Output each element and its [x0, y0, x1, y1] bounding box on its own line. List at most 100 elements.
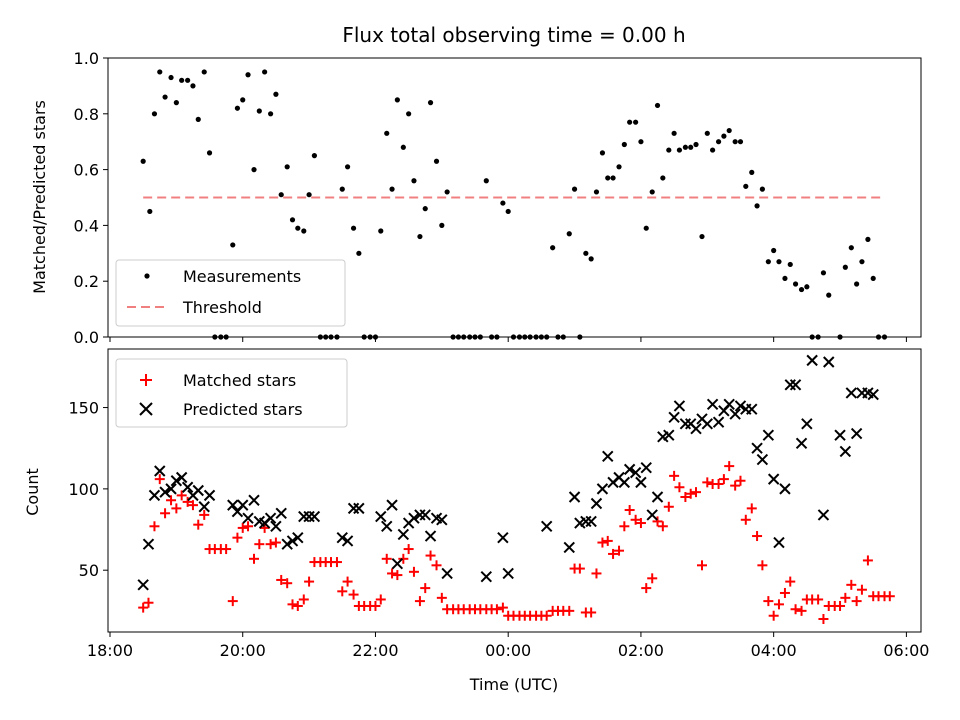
matched-point — [851, 596, 862, 607]
top-measurement-points — [140, 69, 888, 340]
measurement-point — [566, 231, 572, 237]
matched-point — [768, 610, 779, 621]
matched-point — [669, 470, 680, 481]
matched-point — [835, 600, 846, 611]
predicted-point — [408, 512, 420, 524]
predicted-point — [242, 512, 254, 524]
predicted-point — [480, 570, 493, 583]
measurement-point — [406, 111, 412, 117]
predicted-point — [850, 427, 863, 440]
matched-point — [724, 461, 735, 472]
measurement-point — [654, 102, 661, 109]
matched-point — [149, 521, 160, 532]
predicted-point — [668, 411, 680, 424]
matched-point — [674, 482, 685, 493]
measurement-point — [256, 108, 262, 114]
measurement-point — [704, 130, 710, 136]
matched-point — [259, 522, 270, 533]
y-tick-label: 150 — [68, 399, 99, 418]
matched-point — [337, 586, 348, 597]
predicted-point — [646, 509, 658, 521]
measurement-point — [682, 144, 688, 150]
measurement-point — [190, 83, 196, 89]
predicted-point — [298, 510, 310, 523]
predicted-point — [181, 481, 194, 493]
matched-point — [221, 544, 232, 555]
top-y-axis: 0.0 0.2 0.4 0.6 0.8 1.0 — [74, 49, 108, 347]
measurement-point — [776, 259, 782, 265]
predicted-point — [823, 356, 835, 368]
matched-point — [237, 522, 248, 533]
measurement-point — [633, 119, 639, 125]
measurement-point — [859, 259, 865, 265]
matched-stars-points — [138, 461, 895, 624]
measurement-point — [771, 247, 777, 254]
predicted-point — [563, 541, 575, 554]
predicted-point — [391, 557, 404, 570]
measurement-point — [311, 153, 318, 159]
measurement-point — [262, 69, 268, 75]
matched-point — [265, 539, 276, 550]
measurement-point — [350, 225, 357, 231]
legend-measurements-label: Measurements — [183, 267, 301, 286]
predicted-point — [773, 536, 785, 549]
y-tick-label: 0.0 — [74, 328, 99, 347]
measurement-point — [848, 245, 854, 251]
matched-point — [663, 501, 674, 512]
measurement-point — [583, 250, 589, 256]
measurement-point — [195, 116, 201, 122]
matched-point — [436, 592, 447, 603]
measurement-point — [444, 189, 450, 195]
matched-point — [790, 604, 801, 615]
matched-point — [287, 599, 298, 610]
measurement-point — [394, 97, 400, 103]
predicted-point — [679, 418, 692, 430]
measurement-point — [201, 69, 207, 75]
measurement-point — [660, 175, 666, 181]
measurement-point — [842, 264, 848, 270]
measurement-point — [422, 206, 428, 212]
measurement-point — [550, 245, 556, 251]
y-tick-label: 50 — [79, 561, 99, 580]
matched-point — [304, 576, 315, 587]
predicted-point — [336, 531, 348, 544]
top-legend: Measurements Threshold — [115, 259, 346, 327]
matched-point — [182, 496, 193, 507]
matched-point — [431, 560, 442, 571]
predicted-point — [762, 429, 775, 441]
predicted-point — [690, 422, 702, 435]
bottom-y-axis: 50 100 150 — [68, 399, 108, 580]
measurement-point — [627, 119, 633, 125]
measurement-point — [389, 186, 395, 192]
measurement-point — [649, 189, 655, 195]
bottom-panel: 50 100 150 18:00 20:00 22:00 00:00 02:00 04:00 0… — [23, 348, 929, 694]
matched-point — [846, 579, 857, 590]
x-tick-label: 18:00 — [87, 641, 133, 660]
top-panel: 0.0 0.2 0.4 0.6 0.8 1.0 Matched/Predicted sta… — [30, 49, 922, 347]
legend-predicted-marker — [139, 402, 153, 416]
predicted-point — [264, 512, 277, 524]
predicted-point — [154, 465, 166, 477]
predicted-point — [308, 510, 321, 523]
predicted-point — [424, 530, 437, 542]
measurement-point — [173, 100, 179, 106]
matched-point — [635, 518, 646, 529]
x-tick-label: 00:00 — [485, 641, 531, 660]
predicted-point — [734, 400, 747, 412]
predicted-point — [817, 509, 830, 521]
x-tick-label: 04:00 — [751, 641, 797, 660]
measurement-point — [339, 186, 345, 192]
matched-point — [143, 597, 154, 608]
matched-point — [392, 570, 403, 581]
measurement-point — [273, 91, 279, 97]
predicted-point — [845, 387, 858, 399]
measurement-point — [417, 233, 423, 240]
matched-point — [403, 544, 414, 555]
measurement-point — [571, 186, 578, 192]
measurement-point — [400, 144, 406, 150]
measurement-point — [820, 270, 827, 276]
predicted-point — [723, 398, 735, 411]
matched-point — [779, 587, 790, 598]
matched-point — [586, 607, 597, 618]
predicted-point — [175, 471, 188, 484]
